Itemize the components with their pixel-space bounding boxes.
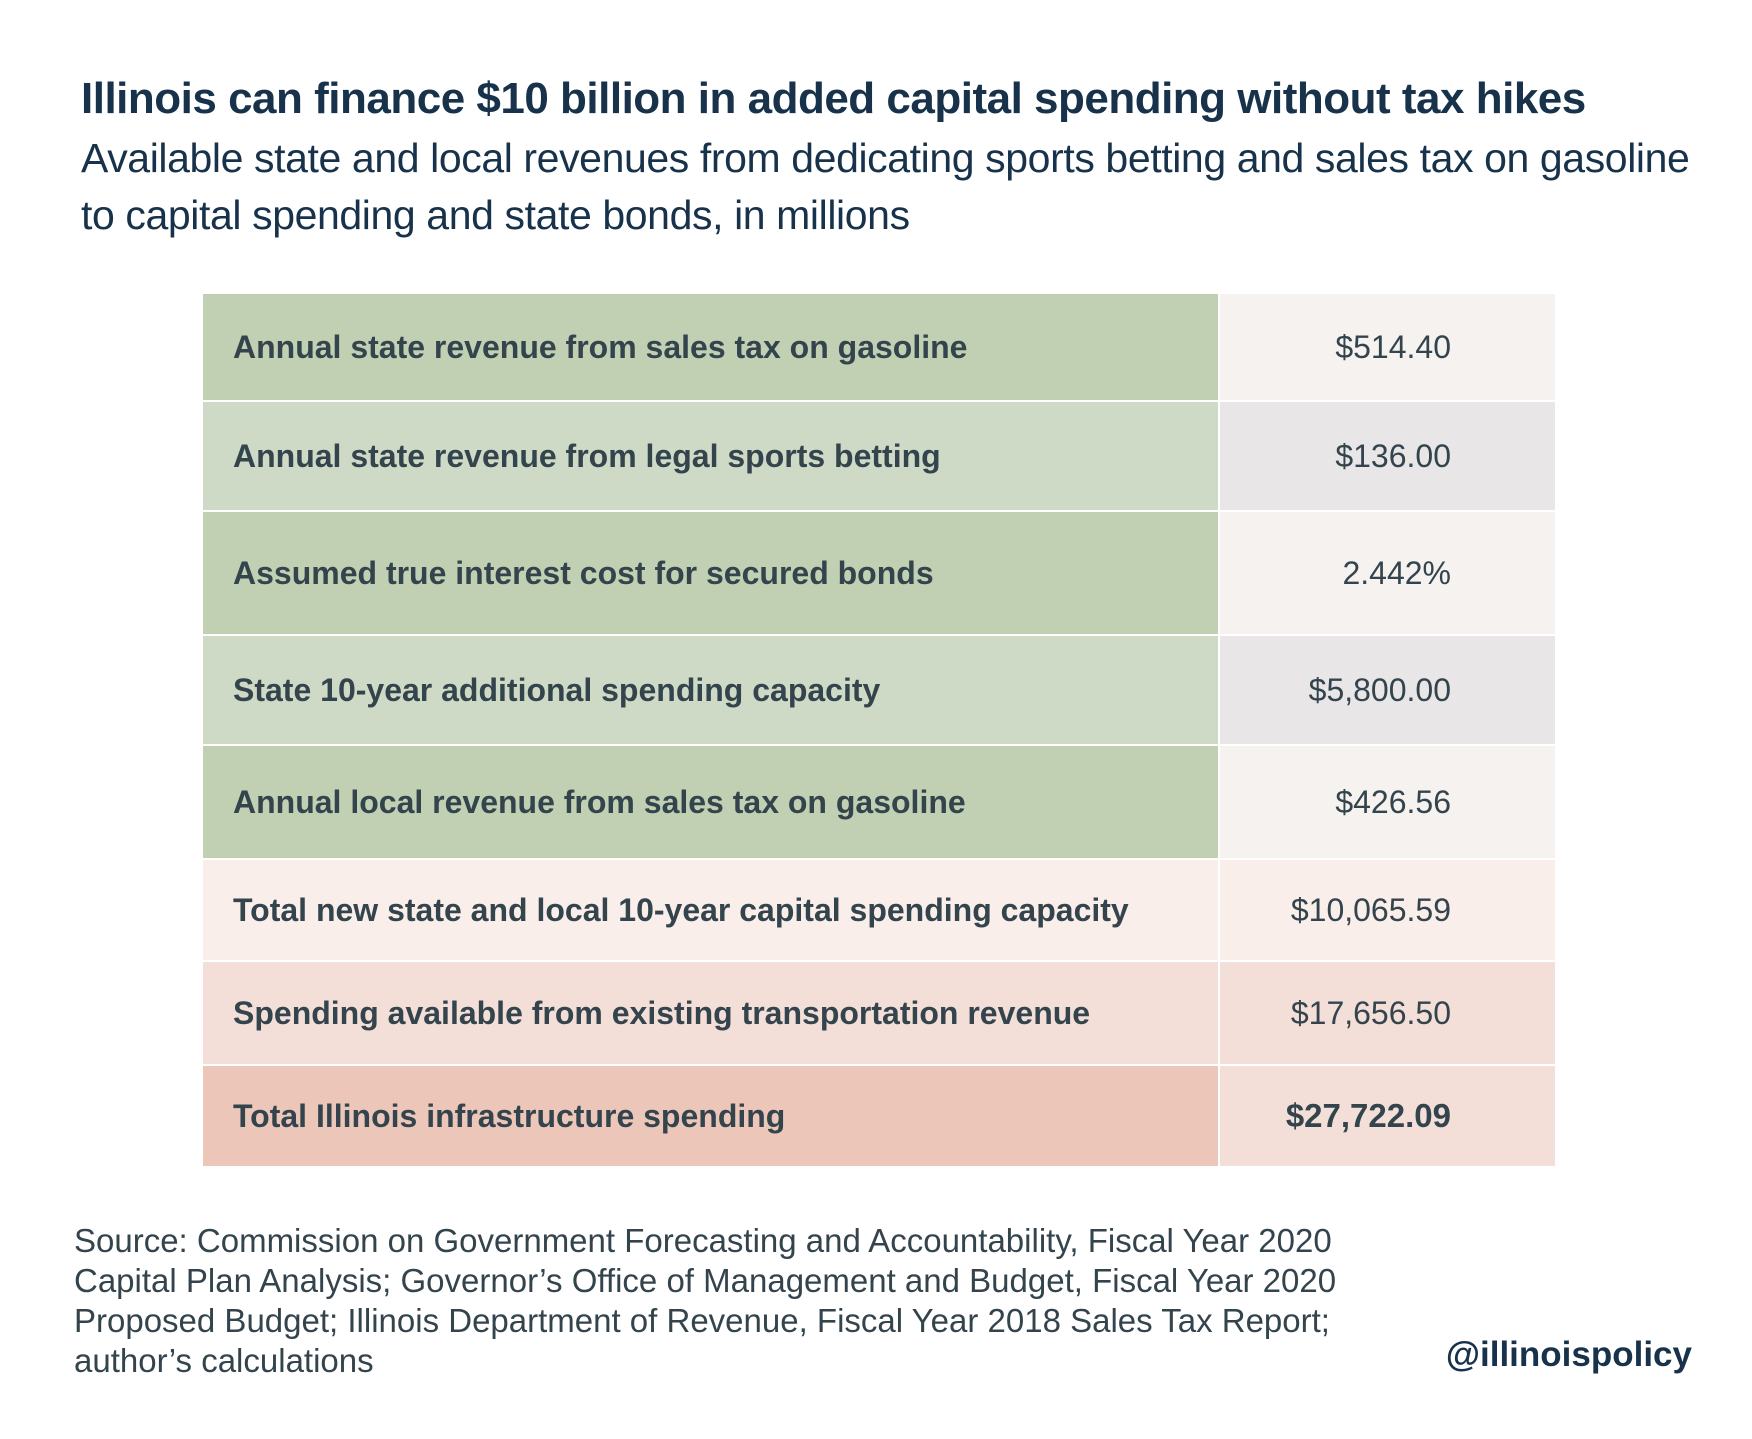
- row-label: State 10-year additional spending capaci…: [201, 634, 1220, 746]
- social-handle: @illinoispolicy: [1445, 1335, 1692, 1374]
- source-note: Source: Commission on Government Forecas…: [74, 1222, 1337, 1379]
- row-value: $10,065.59: [1218, 858, 1557, 962]
- table-row: Annual state revenue from legal sports b…: [201, 400, 1557, 512]
- table-row: Annual state revenue from sales tax on g…: [201, 292, 1557, 402]
- row-value: $5,800.00: [1218, 634, 1557, 746]
- table-row: Annual local revenue from sales tax on g…: [201, 744, 1557, 860]
- row-label: Annual local revenue from sales tax on g…: [201, 744, 1220, 860]
- table-body: Annual state revenue from sales tax on g…: [201, 292, 1557, 1168]
- row-label: Total Illinois infrastructure spending: [201, 1064, 1220, 1168]
- table-row: Assumed true interest cost for secured b…: [201, 510, 1557, 636]
- table-row: Total new state and local 10-year capita…: [201, 858, 1557, 962]
- table-row: Spending available from existing transpo…: [201, 960, 1557, 1066]
- row-value: $136.00: [1218, 400, 1557, 512]
- revenue-table: Annual state revenue from sales tax on g…: [201, 292, 1557, 1168]
- row-value: $426.56: [1218, 744, 1557, 860]
- row-value: $27,722.09: [1218, 1064, 1557, 1168]
- row-value: 2.442%: [1218, 510, 1557, 636]
- row-label: Assumed true interest cost for secured b…: [201, 510, 1220, 636]
- row-label: Annual state revenue from sales tax on g…: [201, 292, 1220, 402]
- chart-title: Illinois can finance $10 billion in adde…: [81, 74, 1586, 123]
- row-label: Spending available from existing transpo…: [201, 960, 1220, 1066]
- chart-subtitle: Available state and local revenues from …: [81, 135, 1690, 238]
- row-label: Annual state revenue from legal sports b…: [201, 400, 1220, 512]
- row-value: $17,656.50: [1218, 960, 1557, 1066]
- row-label: Total new state and local 10-year capita…: [201, 858, 1220, 962]
- table-row: State 10-year additional spending capaci…: [201, 634, 1557, 746]
- table-row: Total Illinois infrastructure spending $2…: [201, 1064, 1557, 1168]
- row-value: $514.40: [1218, 292, 1557, 402]
